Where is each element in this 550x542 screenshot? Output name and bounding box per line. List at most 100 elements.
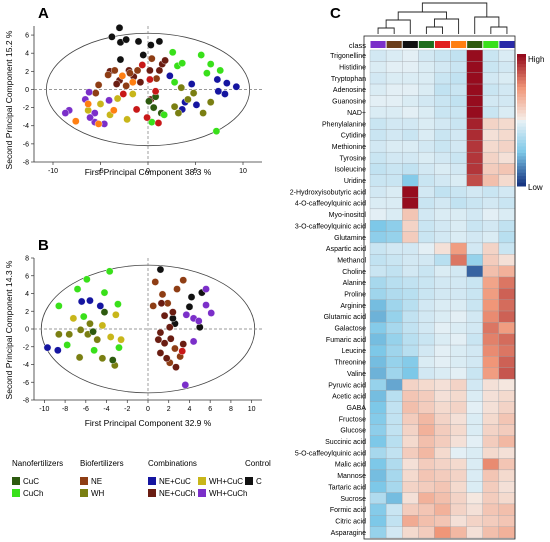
heatmap-cell bbox=[402, 129, 419, 141]
legend-group-title: Biofertilizers bbox=[80, 459, 124, 468]
heatmap-cell bbox=[434, 140, 451, 153]
y-tick-label: -4 bbox=[23, 362, 29, 369]
heatmap-cell bbox=[450, 197, 467, 210]
panel-a-label: A bbox=[38, 5, 49, 22]
point-wh bbox=[170, 102, 179, 111]
point-ne-cuch bbox=[154, 335, 163, 344]
heatmap-cell bbox=[418, 492, 435, 505]
heatmap-cell bbox=[498, 265, 516, 278]
heatmap-cell bbox=[482, 469, 500, 482]
point-ne-cuch bbox=[162, 354, 171, 363]
heatmap-cell bbox=[450, 231, 467, 244]
heatmap-row-label: Myo-inositol bbox=[329, 212, 367, 219]
heatmap-cell bbox=[369, 106, 387, 119]
heatmap-cell bbox=[466, 129, 483, 141]
legend-item-label: WH bbox=[91, 489, 105, 498]
heatmap-cell bbox=[418, 288, 435, 300]
class-color-bar bbox=[370, 41, 515, 48]
heatmap-cell bbox=[434, 197, 451, 210]
heatmap-cell bbox=[402, 378, 419, 391]
class-swatch bbox=[467, 41, 483, 48]
y-tick-label: -6 bbox=[23, 380, 29, 387]
legend-swatch-cuc bbox=[12, 477, 20, 485]
heatmap-cell bbox=[385, 220, 403, 232]
heatmap-cell bbox=[418, 322, 435, 334]
color-key-step bbox=[517, 110, 526, 114]
heatmap-cell bbox=[498, 151, 516, 164]
class-swatch bbox=[402, 41, 418, 48]
point-ne-cuch bbox=[161, 56, 169, 65]
dendrogram-branch bbox=[385, 19, 411, 34]
heatmap-cell bbox=[418, 186, 435, 198]
color-key-step bbox=[517, 166, 526, 170]
dendrogram-branch bbox=[421, 2, 488, 17]
heatmap-cell bbox=[385, 367, 403, 380]
point-c bbox=[196, 323, 204, 332]
heatmap-cell bbox=[482, 515, 500, 527]
point-c bbox=[122, 35, 130, 44]
heatmap-cell bbox=[450, 469, 467, 482]
heatmap-cell bbox=[418, 378, 435, 391]
heatmap-cell bbox=[434, 310, 451, 323]
heatmap-cell bbox=[466, 390, 483, 402]
heatmap-row-labels: Trigonelline Histidine Tryptophan Adenosine… bbox=[290, 53, 367, 537]
heatmap-cell bbox=[402, 231, 419, 244]
heatmap-cell bbox=[450, 140, 467, 153]
heatmap-cell bbox=[402, 186, 419, 198]
class-swatch bbox=[483, 41, 499, 48]
point-ne bbox=[91, 89, 100, 97]
panel-a-ticks: -10 -5 0 5 10 -8 -6 -4 -2 0 2 4 6 bbox=[23, 33, 247, 175]
heatmap-cell bbox=[466, 492, 483, 505]
heatmap-row-label: Asparagine bbox=[331, 530, 367, 537]
heatmap-cell bbox=[369, 333, 387, 346]
heatmap-row-label: Galactose bbox=[334, 326, 366, 333]
point-wh-cuc bbox=[96, 100, 105, 108]
pca-panel-a: A -10 -5 0 5 10 -8 -6 -4 -2 0 2 4 6 First Principal … bbox=[4, 5, 262, 177]
x-tick-label: -6 bbox=[83, 406, 89, 413]
heatmap-cell bbox=[434, 458, 451, 471]
heatmap-cell bbox=[385, 458, 403, 471]
heatmap-row-label: NAD+ bbox=[347, 110, 366, 117]
x-tick-label: 10 bbox=[239, 168, 247, 175]
heatmap-row-label: Glucose bbox=[340, 428, 366, 435]
x-tick-label: 5 bbox=[194, 168, 198, 175]
heatmap-cell bbox=[482, 254, 500, 266]
heatmap-cell bbox=[418, 390, 435, 402]
heatmap-cell bbox=[418, 83, 435, 96]
heatmap-row-label: Aspartic acid bbox=[326, 246, 366, 253]
heatmap-cell bbox=[385, 61, 403, 73]
heatmap-cell bbox=[466, 503, 483, 516]
heatmap-row-label: GABA bbox=[347, 405, 367, 412]
heatmap-cell bbox=[434, 106, 451, 119]
heatmap-cell bbox=[385, 265, 403, 278]
heatmap-cell bbox=[482, 265, 500, 278]
heatmap-cell bbox=[482, 163, 500, 175]
point-ne-cuc bbox=[232, 82, 241, 91]
point-ne-cuc bbox=[166, 72, 174, 80]
point-orange bbox=[128, 78, 137, 87]
heatmap-row-label: Tyrosine bbox=[340, 155, 367, 162]
heatmap-cell bbox=[450, 492, 467, 505]
heatmap-cell bbox=[402, 310, 419, 323]
heatmap-cell bbox=[402, 117, 419, 130]
heatmap-cell bbox=[434, 276, 451, 289]
heatmap-cell bbox=[402, 413, 419, 425]
y-tick-label: 8 bbox=[25, 256, 29, 263]
class-swatch bbox=[434, 41, 451, 48]
heatmap-cell bbox=[369, 163, 387, 175]
heatmap-row-label: 3-O-caffeoylquinic acid bbox=[295, 223, 366, 230]
heatmap-cell bbox=[402, 265, 419, 278]
heatmap-cell bbox=[418, 61, 435, 73]
heatmap-cell bbox=[418, 72, 435, 85]
point-wh-cuc bbox=[84, 106, 92, 115]
heatmap-cell bbox=[434, 481, 451, 493]
y-tick-label: 6 bbox=[25, 33, 29, 40]
heatmap-cell bbox=[466, 231, 483, 244]
heatmap-cell bbox=[402, 424, 419, 437]
heatmap-cell bbox=[482, 413, 500, 425]
heatmap-cell bbox=[402, 288, 419, 300]
point-c bbox=[155, 37, 164, 46]
heatmap-cell bbox=[402, 344, 419, 357]
heatmap-cell bbox=[466, 310, 483, 323]
point-orange bbox=[72, 117, 80, 125]
